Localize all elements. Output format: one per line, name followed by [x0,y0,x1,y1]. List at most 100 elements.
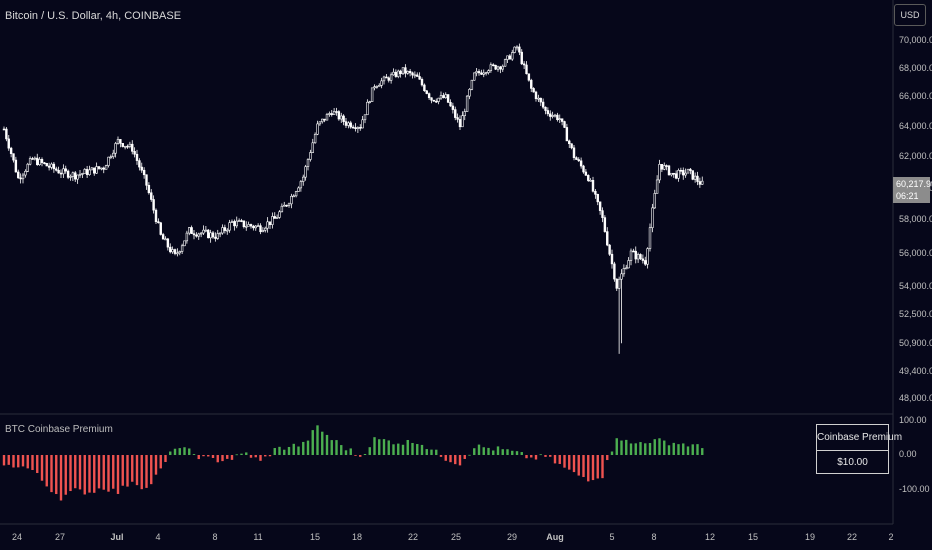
premium-bar [97,455,101,489]
premium-bar [197,455,200,460]
candle-body [698,181,702,185]
candle-body [511,52,514,60]
candle-body [150,192,153,200]
premium-bar [207,455,210,457]
premium-bar [463,455,466,459]
candle-body [615,278,618,289]
time-tick-label: 15 [748,532,758,542]
candle-body [337,111,341,120]
time-tick-label: 8 [651,532,656,542]
candle-body [641,258,645,261]
candle-body [304,166,307,178]
candle-body [541,101,545,108]
candle-body [385,76,388,79]
candle-body [527,73,531,81]
candle-body [551,115,554,117]
premium-bar [496,446,500,455]
candle-body [259,225,262,233]
symbol-title[interactable]: Bitcoin / U.S. Dollar, 4h, COINBASE [5,10,182,22]
premium-axis[interactable]: 100.00 0.00 -100.00 [899,415,930,494]
premium-bar [568,455,571,470]
candle-body [416,74,419,77]
candle-body [587,174,590,181]
premium-bar [577,455,580,476]
last-price-value: 60,217.99 [896,179,932,189]
time-tick-label: 15 [310,532,320,542]
candle-body [237,220,241,222]
candle-body [313,133,317,144]
candle-body [290,195,293,205]
candle-body [349,122,352,128]
candle-body [423,84,426,92]
time-tick-label: 8 [212,532,217,542]
candle-body [152,199,155,211]
premium-bar [154,455,158,475]
candle-body [518,46,521,53]
price-tick-label: 48,000.00 [899,393,932,403]
candle-body [12,153,15,161]
candle-body [617,278,621,289]
indicator-title[interactable]: BTC Coinbase Premium [5,424,113,435]
premium-bar [363,454,367,455]
candle-body [275,217,279,219]
candle-body [17,171,20,179]
premium-bar [169,451,172,455]
premium-bar [116,455,120,494]
candle-body [97,166,101,169]
candle-body [579,160,583,167]
candle-body [397,70,400,77]
candle-body [470,79,474,90]
candle-body [584,171,588,176]
candle-body [202,229,205,234]
candle-body [218,232,222,235]
premium-bar [629,443,633,455]
candle-body [190,227,193,234]
candle-body [693,175,697,180]
candle-body [461,115,464,128]
candle-body [221,227,224,234]
candle-body [116,139,120,144]
candle-body [266,221,269,229]
candle-body [451,105,455,110]
candle-body [36,157,39,165]
candle-body [679,170,683,172]
candle-body [268,221,272,225]
premium-bar [245,452,248,455]
premium-bar [135,455,139,486]
candle-body [359,127,362,129]
candle-body [233,221,236,227]
time-tick-label: 19 [805,532,815,542]
pane-separator[interactable] [0,0,894,525]
premium-bar [74,455,77,489]
candle-body [501,65,504,70]
premium-bar [677,444,680,455]
currency-button[interactable]: USD [894,4,926,26]
candle-body [598,201,602,211]
premium-bar [487,447,490,455]
candle-body [420,78,424,86]
candle-body [430,97,433,101]
premium-bar [696,444,699,455]
price-tick-label: 66,000.00 [899,91,932,101]
price-axis[interactable]: 70,000.00 68,000.00 66,000.00 64,000.00 62,0… [899,35,932,403]
premium-bar [107,455,110,492]
candle-body [577,159,580,162]
time-tick-label: 27 [55,532,65,542]
price-candles-layer [2,43,704,354]
candle-body [85,169,89,175]
candle-body [123,145,127,148]
premium-bar [202,455,205,457]
premium-bar [235,454,238,456]
candle-body [45,163,48,167]
candle-body [252,225,255,229]
candle-body [223,227,227,231]
candle-body [254,225,257,229]
candle-body [235,220,238,227]
time-axis[interactable]: 24 27 Jul 4 8 11 15 18 22 25 29 Aug 5 8 12 15 19 22 2 [12,532,894,542]
premium-bar [354,455,357,456]
candle-body [634,250,637,260]
premium-bar [131,455,134,482]
candle-body [401,67,405,75]
premium-bar [164,455,167,462]
